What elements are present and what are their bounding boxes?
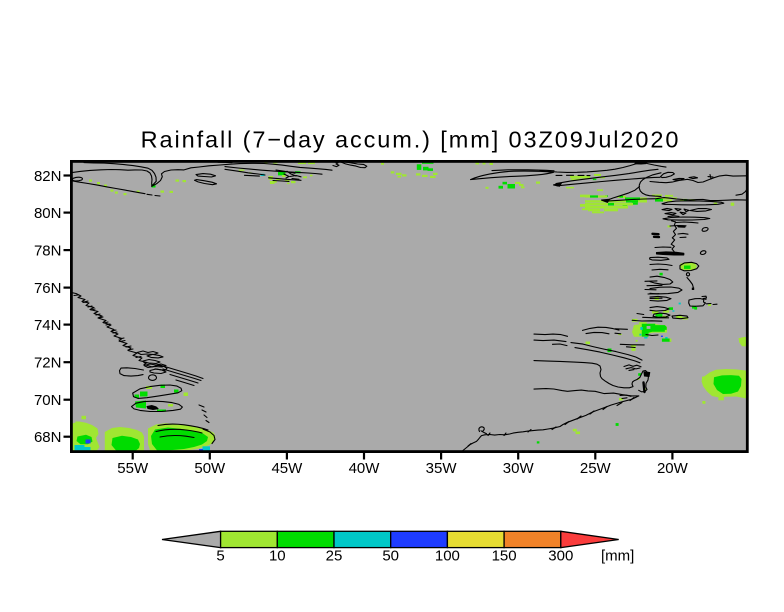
svg-text:78N: 78N — [34, 242, 62, 259]
svg-text:40W: 40W — [349, 460, 381, 477]
svg-text:5: 5 — [216, 548, 224, 565]
svg-text:55W: 55W — [117, 460, 149, 477]
svg-text:74N: 74N — [34, 317, 62, 334]
svg-text:Rainfall (7−day accum.) [mm] 0: Rainfall (7−day accum.) [mm] 03Z09Jul202… — [141, 127, 681, 153]
svg-text:45W: 45W — [271, 460, 303, 477]
svg-text:30W: 30W — [503, 460, 535, 477]
svg-text:35W: 35W — [426, 460, 458, 477]
svg-text:76N: 76N — [34, 280, 62, 297]
svg-text:70N: 70N — [34, 392, 62, 409]
svg-text:[mm]: [mm] — [601, 548, 634, 565]
svg-text:150: 150 — [492, 548, 517, 565]
svg-text:100: 100 — [435, 548, 460, 565]
svg-text:50: 50 — [382, 548, 399, 565]
svg-text:20W: 20W — [657, 460, 689, 477]
svg-text:82N: 82N — [34, 168, 62, 185]
svg-text:300: 300 — [548, 548, 573, 565]
svg-text:10: 10 — [269, 548, 286, 565]
svg-text:68N: 68N — [34, 429, 62, 446]
svg-text:80N: 80N — [34, 205, 62, 222]
svg-text:72N: 72N — [34, 355, 62, 372]
svg-text:50W: 50W — [194, 460, 226, 477]
svg-text:25W: 25W — [580, 460, 612, 477]
svg-text:25: 25 — [326, 548, 343, 565]
